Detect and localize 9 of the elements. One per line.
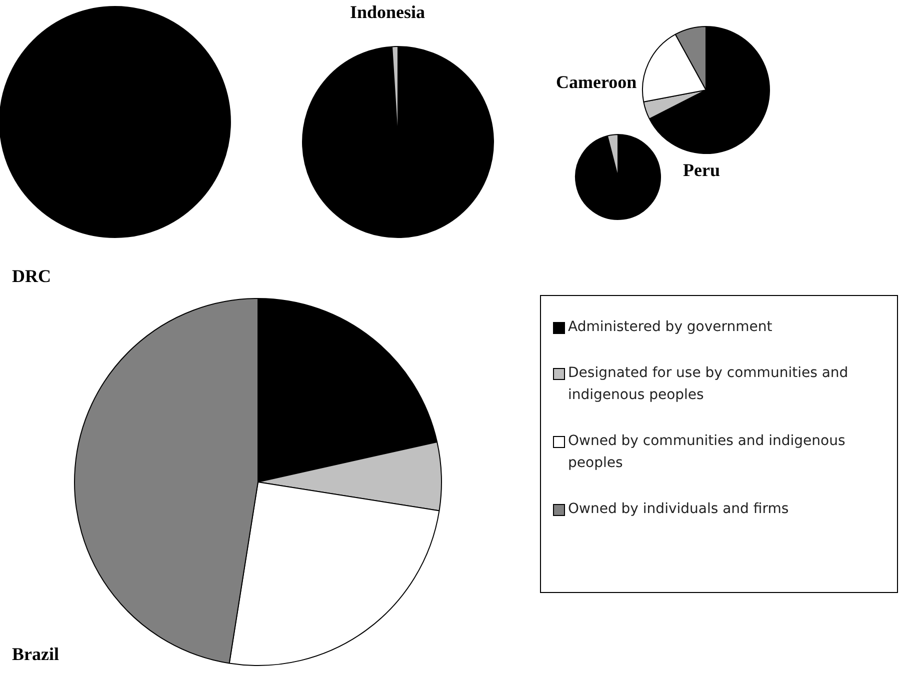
legend-label: Designated for use by communities and indigenous peoples [568,364,850,405]
legend-label: Owned by communities and indigenous peoples [568,432,846,473]
legend-label: Administered by government [568,318,772,337]
chart-title: Cameroon [556,72,637,93]
chart-title: Indonesia [350,2,426,23]
text: Peru [683,160,720,181]
text: Brazil [12,644,59,665]
legend-label: Owned by individuals and firms [568,500,789,519]
text: DRC [12,266,51,287]
